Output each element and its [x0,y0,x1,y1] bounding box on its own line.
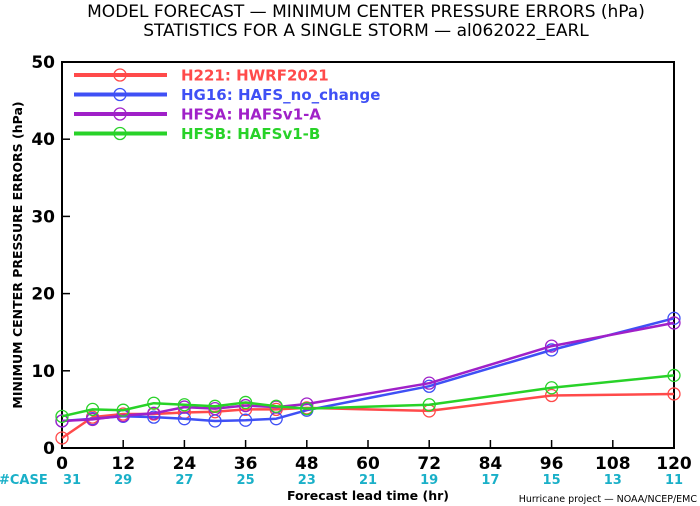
x-tick-label: 24 [173,454,197,474]
series-line [61,374,675,418]
credit-text: Hurricane project — NOAA/NCEP/EMC [519,494,698,505]
data-point [667,311,681,325]
legend-label: HFSB: HAFSv1-B [181,125,320,143]
y-axis-label: MINIMUM CENTER PRESSURE ERRORS (hPa) [10,101,25,408]
x-tick-label: 60 [356,454,380,474]
data-point [300,401,314,416]
case-label: #CASE [0,473,48,488]
data-point [85,402,100,417]
y-tick-label: 0 [43,439,55,459]
case-count: 11 [665,473,683,488]
legend-swatch-marker [113,68,127,82]
x-tick-label: 96 [540,454,564,474]
data-point [55,409,69,423]
data-point [422,376,436,390]
case-counts: 31 29 27 25 23 21 19 17 15 13 11 [63,473,683,488]
data-point [238,398,253,413]
data-point [667,316,681,330]
x-tick-label: 120 [656,454,692,474]
x-tick-label: 0 [56,454,68,474]
legend-swatch-marker [113,126,127,141]
case-count: 29 [114,473,132,488]
x-tick-label: 12 [111,454,135,474]
data-point [55,431,69,445]
y-tick-label: 40 [31,130,55,150]
x-tick-label: 36 [234,454,258,474]
x-tick-label: 48 [295,454,319,474]
legend-swatch-marker [113,107,127,121]
data-point [116,403,130,417]
legend-label: HFSA: HAFSv1-A [181,106,321,124]
data-point [85,412,100,427]
case-count: 17 [481,473,499,488]
data-point [269,399,283,413]
data-point [238,413,253,427]
data-point [238,395,253,410]
y-tick-label: 20 [31,285,55,305]
x-tick-label: 108 [595,454,631,474]
y-tick-label: 30 [31,207,55,227]
data-point [177,398,192,412]
data-point [147,410,161,424]
x-axis-label: Forecast lead time (hr) [287,488,449,503]
case-count: 27 [175,473,193,488]
data-point [147,396,161,410]
case-count: 23 [298,473,316,488]
x-tick-label: 72 [417,454,441,474]
case-count: 31 [63,473,81,488]
data-point [667,368,681,383]
series-3 [55,368,681,423]
data-point [544,388,559,403]
legend-swatch-marker [113,87,127,102]
data-point [544,381,559,395]
series-2 [55,316,681,428]
series-layer [55,311,681,445]
legend-label: H221: HWRF2021 [181,67,329,85]
x-tick-label: 84 [479,454,503,474]
y-tick-label: 10 [31,362,55,382]
data-point [147,406,161,420]
data-point [422,398,436,412]
data-point [544,339,559,353]
x-axis-ticks: 0 12 24 36 48 60 72 84 96 108 120 [56,440,692,474]
data-point [208,399,222,413]
case-count: 13 [604,473,622,488]
series-line [61,321,675,423]
y-axis-ticks: 0 10 20 30 40 50 [31,53,70,459]
y-tick-label: 50 [31,53,55,73]
case-count: 25 [237,473,255,488]
data-point [667,387,681,401]
data-point [544,343,559,357]
case-count: 21 [359,473,377,488]
data-point [422,379,436,393]
case-count: 19 [420,473,438,488]
chart-subtitle: STATISTICS FOR A SINGLE STORM — al062022… [143,21,589,41]
data-point [55,414,69,428]
case-count: 15 [543,473,561,488]
plot-frame [61,61,675,449]
data-point [300,397,314,411]
chart-title: MODEL FORECAST — MINIMUM CENTER PRESSURE… [87,2,645,22]
legend-label: HG16: HAFS_no_change [181,86,380,104]
